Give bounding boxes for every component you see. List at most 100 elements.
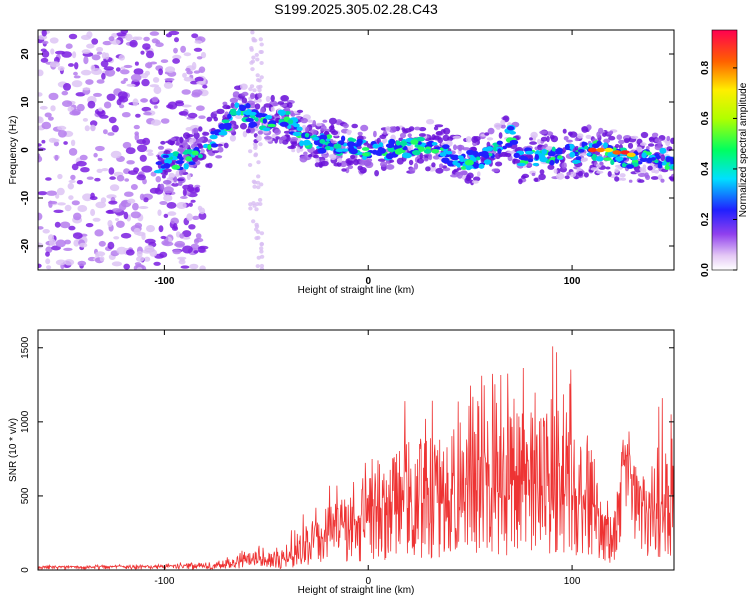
spectrogram-noise-blob [50,48,55,55]
spectrogram-ridge-blob [518,155,528,161]
spectrogram-noise-blob [99,114,109,119]
spectrogram-y-tick-label: -10 [20,190,31,205]
spectrogram-halo-blob [286,102,293,109]
spectrogram-noise-blob [69,110,81,116]
spectrogram-noise-blob [254,127,259,132]
spectrogram-ridge-blob [527,158,534,163]
spectrogram-noise-blob [122,141,132,149]
spectrogram-halo-blob [566,171,571,176]
spectrogram-noise-blob [41,121,52,130]
spectrogram-noise-blob [95,251,106,257]
spectrogram-halo-blob [308,154,313,158]
spectrogram-halo-blob [647,165,653,171]
spectrogram-noise-blob [123,78,128,82]
spectrogram-noise-blob [63,247,73,251]
spectrogram-halo-blob [242,130,248,138]
spectrogram-ridge-blob [207,144,212,151]
spectrogram-halo-blob [484,132,490,136]
spectrogram-noise-blob [90,64,96,71]
spectrogram-ridge-blob [516,162,526,167]
spectrogram-ridge-blob [655,155,661,160]
spectrogram-noise-blob [121,112,131,118]
spectrogram-noise-blob [248,202,253,207]
spectrogram-halo-blob [296,109,304,113]
spectrogram-noise-blob [59,221,71,229]
spectrogram-noise-blob [193,250,199,254]
spectrogram-noise-blob [64,204,72,212]
spectrogram-ridge-blob [329,146,334,151]
spectrogram-ridge-blob [188,161,196,165]
spectrogram-halo-blob [660,154,666,162]
spectrogram-noise-blob [155,176,162,183]
spectrogram-halo-blob [614,168,619,174]
spectrogram-ridge-blob [395,144,403,149]
spectrogram-noise-blob [248,206,253,211]
spectrogram-ridge-blob [534,154,539,161]
spectrogram-noise-blob [54,154,59,161]
spectrogram-noise-blob [141,78,150,87]
spectrogram-halo-blob [367,158,373,162]
snr-x-tick-label: -100 [154,576,174,587]
spectrogram-ridge-blob [471,150,479,156]
spectrogram-noise-blob [197,205,203,211]
spectrogram-y-tick-label: -20 [20,238,31,253]
spectrogram-halo-blob [339,160,348,168]
spectrogram-halo-blob [198,126,203,132]
spectrogram-ridge-blob [333,143,342,149]
spectrogram-noise-blob [193,47,203,52]
spectrogram-halo-blob [639,167,645,172]
spectrogram-noise-blob [99,256,105,262]
spectrogram-noise-blob [82,118,88,122]
spectrogram-noise-blob [152,77,160,83]
spectrogram-ridge-blob [661,161,667,166]
spectrogram-noise-blob [153,261,161,266]
spectrogram-noise-blob [53,141,60,147]
spectrogram-ridge-blob [555,151,563,155]
spectrogram-halo-blob [300,117,309,124]
spectrogram-noise-blob [90,124,96,132]
spectrogram-noise-blob [149,249,158,257]
spectrogram-ridge-blob [572,159,581,164]
spectrogram-noise-blob [76,103,85,112]
spectrogram-ridge-blob [378,142,384,148]
spectrogram-halo-blob [186,173,191,180]
spectrogram-noise-blob [252,88,257,93]
spectrogram-ridge-blob [284,111,291,115]
spectrogram-noise-blob [193,238,200,244]
spectrogram-halo-blob [241,91,249,97]
spectrogram-halo-blob [373,130,377,138]
spectrogram-noise-blob [130,211,141,219]
spectrogram-noise-blob [250,67,255,72]
spectrogram-noise-blob [142,43,151,50]
spectrogram-ridge-blob [361,147,370,151]
spectrogram-noise-blob [116,174,125,182]
spectrogram-noise-blob [259,249,264,254]
spectrogram-halo-blob [607,171,612,177]
spectrogram-noise-blob [121,200,128,205]
spectrogram-noise-blob [136,267,143,270]
spectrogram-halo-blob [602,132,607,138]
spectrogram-noise-blob [104,68,116,77]
spectrogram-halo-blob [202,131,210,136]
spectrogram-halo-blob [160,140,166,145]
spectrogram-noise-blob [120,69,130,75]
spectrogram-ridge-blob [532,162,539,167]
spectrogram-noise-blob [38,263,42,268]
spectrogram-noise-blob [38,116,44,124]
spectrogram-noise-blob [189,263,199,270]
spectrogram-halo-blob [596,131,601,138]
spectrogram-noise-blob [103,129,108,135]
spectrogram-halo-blob [640,142,647,146]
spectrogram-halo-blob [342,123,349,129]
spectrogram-noise-blob [256,160,261,165]
spectrogram-noise-blob [92,217,101,222]
spectrogram-noise-blob [259,75,264,80]
spectrogram-halo-blob [653,169,660,174]
spectrogram-halo-blob [206,116,213,122]
spectrogram-noise-blob [179,233,185,239]
spectrogram-ridge-blob [361,152,369,157]
spectrogram-halo-blob [363,142,370,146]
spectrogram-noise-blob [132,98,139,107]
spectrogram-noise-blob [76,160,87,167]
spectrogram-noise-blob [191,33,199,39]
